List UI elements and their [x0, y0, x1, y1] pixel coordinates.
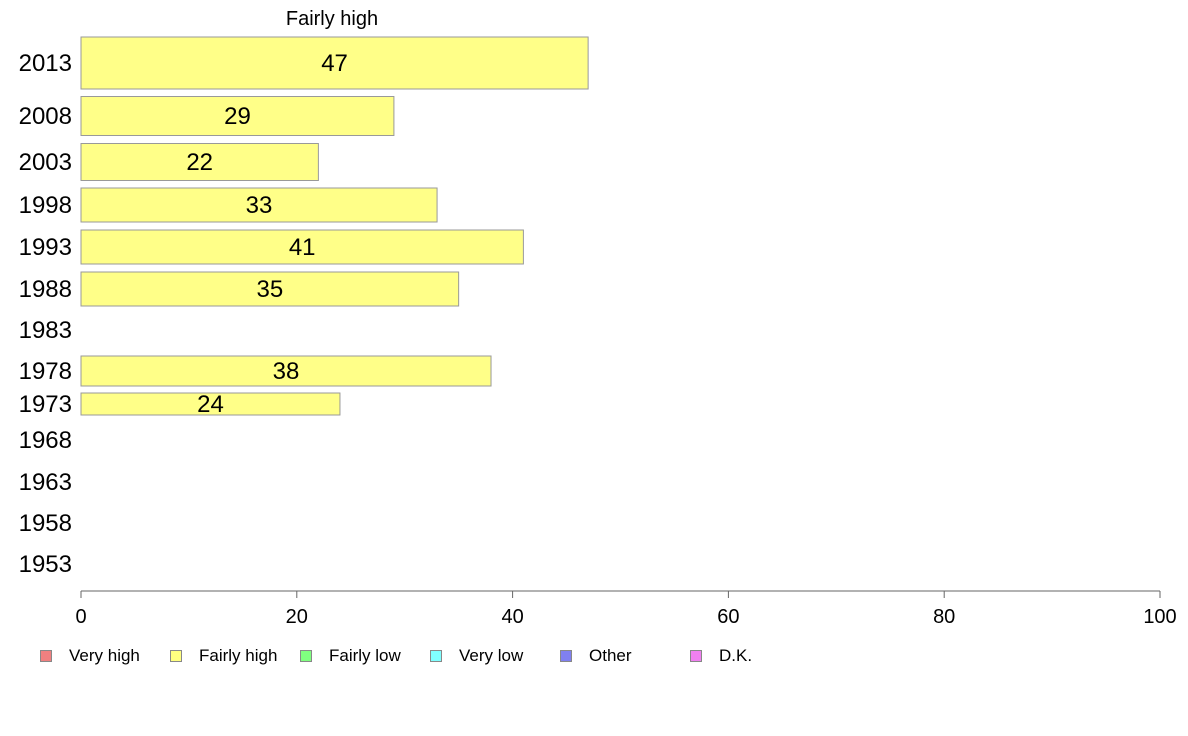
legend-item: D.K. [690, 645, 752, 667]
legend-swatch [40, 650, 52, 662]
legend: Very high Fairly high Fairly low Very low Ot… [40, 645, 1140, 667]
bar [80, 96, 395, 136]
x-tick-label: 80 [933, 606, 955, 628]
x-tick-label: 100 [1143, 606, 1176, 628]
legend-item: Very low [430, 645, 523, 667]
bar [80, 392, 341, 416]
x-tick-label: 60 [717, 606, 739, 628]
bar [80, 36, 589, 90]
y-tick-label: 1968 [19, 427, 72, 454]
y-tick-label: 1998 [19, 192, 72, 219]
legend-swatch [170, 650, 182, 662]
bar-value-label: 22 [186, 149, 213, 176]
legend-label: Very high [69, 646, 140, 665]
y-tick-label: 1963 [19, 469, 72, 496]
y-tick-label: 1993 [19, 234, 72, 261]
y-tick-label: 1988 [19, 276, 72, 303]
bar [80, 355, 492, 387]
y-tick-label: 1978 [19, 358, 72, 385]
bar-value-label: 24 [197, 391, 224, 418]
bar [80, 143, 319, 181]
x-tick-label: 20 [286, 606, 308, 628]
y-axis-labels: 2013 2008 2003 1998 1993 1988 1983 1978 1973 1968… [19, 50, 72, 578]
legend-label: Fairly low [329, 646, 401, 665]
y-tick-label: 2008 [19, 103, 72, 130]
x-tick-label: 0 [75, 606, 86, 628]
legend-swatch [560, 650, 572, 662]
legend-swatch [690, 650, 702, 662]
bar [80, 271, 460, 307]
y-tick-label: 2003 [19, 149, 72, 176]
legend-label: Other [589, 646, 632, 665]
y-tick-label: 1973 [19, 391, 72, 418]
legend-item: Fairly high [170, 645, 277, 667]
y-tick-label: 1958 [19, 510, 72, 537]
bar-value-label: 38 [273, 358, 300, 385]
legend-swatch [300, 650, 312, 662]
legend-label: Fairly high [199, 646, 278, 665]
legend-item: Fairly low [300, 645, 401, 667]
bar-value-label: 29 [224, 103, 251, 130]
bar-value-label: 47 [321, 50, 348, 77]
legend-label: D.K. [719, 646, 753, 665]
legend-label: Very low [459, 646, 524, 665]
y-tick-label: 1983 [19, 317, 72, 344]
x-axis: 0 20 40 60 80 100 [75, 590, 1177, 628]
legend-swatch [430, 650, 442, 662]
bar-value-label: 33 [246, 192, 273, 219]
bar-value-label: 41 [289, 234, 316, 261]
bar [80, 187, 438, 223]
bar [80, 229, 524, 265]
legend-item: Other [560, 645, 632, 667]
x-tick-label: 40 [501, 606, 523, 628]
bar-value-label: 35 [256, 276, 283, 303]
y-tick-label: 1953 [19, 551, 72, 578]
y-tick-label: 2013 [19, 50, 72, 77]
chart-title: Fairly high [286, 8, 378, 30]
legend-item: Very high [40, 645, 140, 667]
